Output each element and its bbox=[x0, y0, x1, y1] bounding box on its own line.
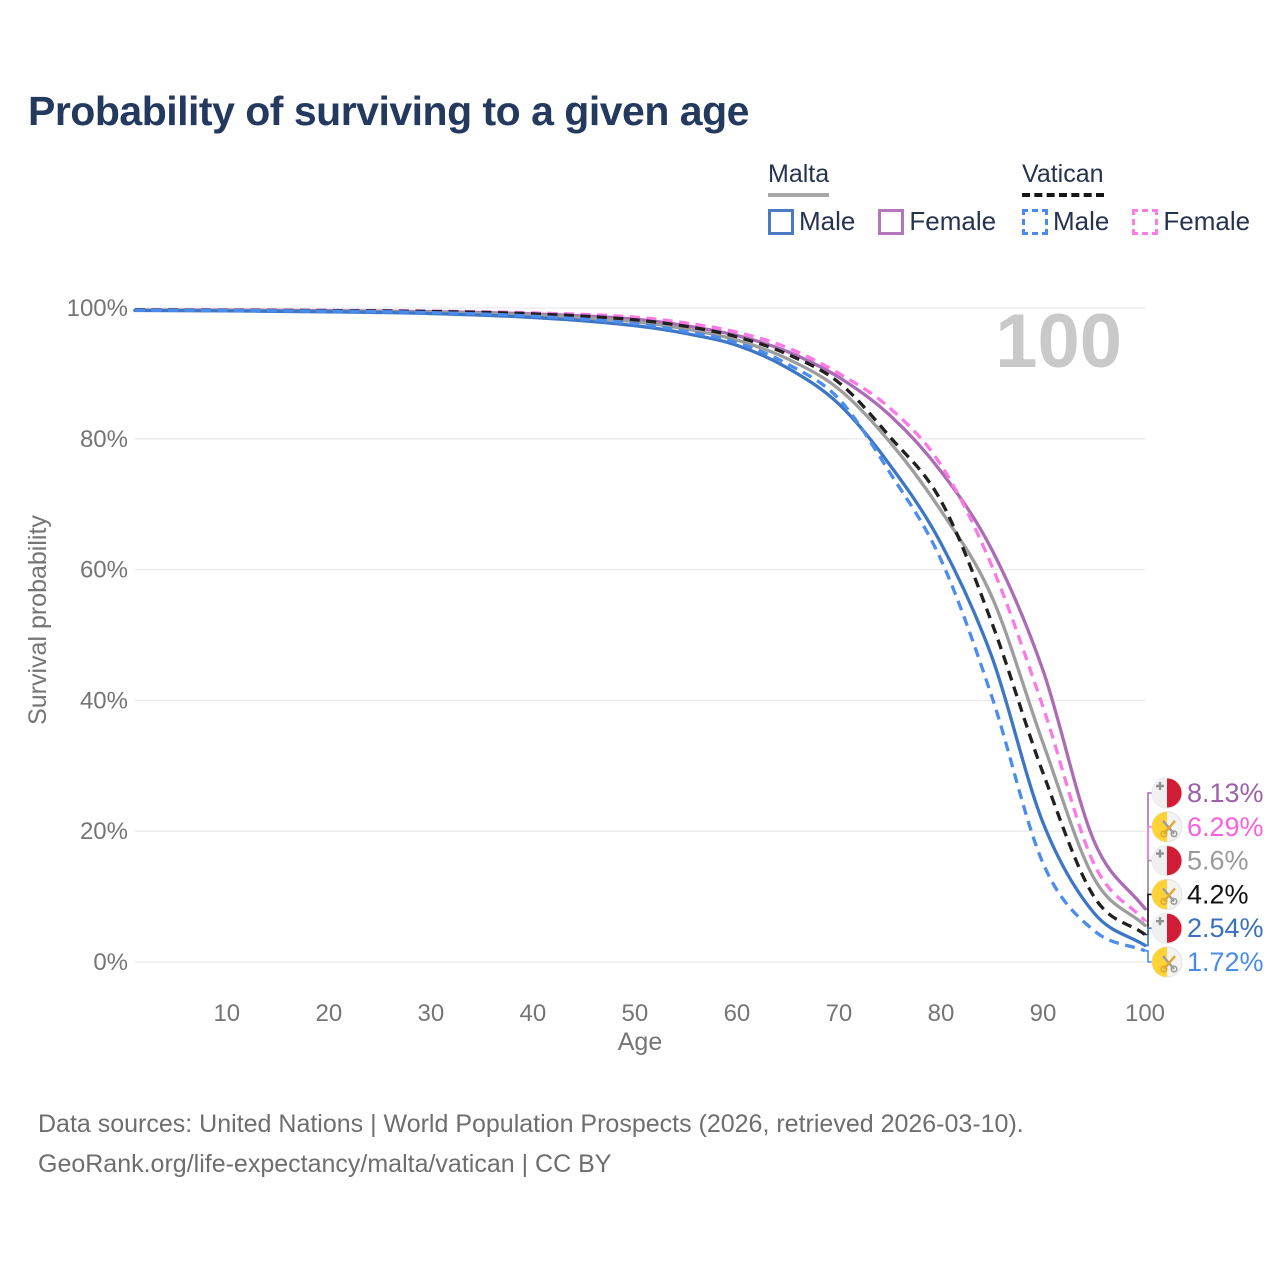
x-tick-label: 100 bbox=[1125, 1000, 1165, 1027]
source-line: Data sources: United Nations | World Pop… bbox=[38, 1110, 1024, 1138]
curve-malta-male[interactable] bbox=[133, 308, 1147, 948]
end-value-label-malta-all: 5.6% bbox=[1187, 846, 1249, 876]
y-tick-label: 80% bbox=[80, 426, 128, 453]
legend-group-title-malta: Malta bbox=[768, 160, 830, 197]
x-tick-label: 90 bbox=[1030, 1000, 1057, 1027]
end-value-label-vatican-all: 4.2% bbox=[1187, 879, 1249, 909]
x-tick-label: 60 bbox=[724, 1000, 751, 1027]
vatican-male-swatch-icon bbox=[1022, 208, 1048, 235]
y-tick-label: 60% bbox=[80, 557, 128, 584]
end-value-label-malta-female: 8.13% bbox=[1187, 778, 1264, 808]
x-tick-label: 10 bbox=[213, 1000, 240, 1027]
malta-male-swatch-icon bbox=[768, 208, 794, 235]
attribution-line: GeoRank.org/life-expectancy/malta/vatica… bbox=[38, 1150, 612, 1178]
page-title: Probability of surviving to a given age bbox=[28, 88, 749, 134]
legend-item-vatican-male[interactable]: Male bbox=[1022, 206, 1109, 237]
end-label-leader bbox=[1145, 950, 1152, 963]
y-tick-label: 40% bbox=[80, 687, 128, 714]
legend-group-title-vatican: Vatican bbox=[1022, 160, 1104, 197]
curve-malta-female[interactable] bbox=[133, 308, 1147, 911]
legend-item-label: Female bbox=[909, 206, 997, 236]
y-tick-label: 20% bbox=[80, 818, 128, 845]
end-label-leader bbox=[1145, 927, 1152, 947]
legend-group-vatican: Vatican Male Female bbox=[1022, 160, 1250, 237]
x-tick-label: 80 bbox=[928, 1000, 955, 1027]
end-value-label-vatican-male: 1.72% bbox=[1187, 947, 1264, 977]
x-tick-label: 40 bbox=[520, 1000, 547, 1027]
legend-item-label: Male bbox=[799, 206, 856, 236]
x-tick-label: 20 bbox=[315, 1000, 342, 1027]
end-label-leader bbox=[1145, 859, 1152, 927]
x-tick-label: 70 bbox=[826, 1000, 853, 1027]
y-tick-label: 0% bbox=[93, 949, 128, 976]
curve-vatican-male[interactable] bbox=[134, 308, 1146, 953]
malta-flag-icon bbox=[1151, 777, 1183, 809]
curve-malta-all[interactable] bbox=[133, 308, 1147, 928]
vatican-flag-icon bbox=[1151, 811, 1183, 843]
y-tick-label: 100% bbox=[67, 295, 128, 322]
vatican-flag-icon bbox=[1151, 946, 1183, 978]
x-tick-label: 30 bbox=[418, 1000, 445, 1027]
legend-item-vatican-female[interactable]: Female bbox=[1132, 206, 1250, 237]
age-100-watermark: 100 bbox=[995, 299, 1122, 384]
legend-item-malta-female[interactable]: Female bbox=[878, 206, 996, 237]
malta-flag-icon bbox=[1151, 912, 1183, 944]
legend-item-malta-male[interactable]: Male bbox=[768, 206, 855, 237]
y-axis-title: Survival probability bbox=[24, 515, 52, 725]
vatican-flag-icon bbox=[1151, 878, 1183, 910]
legend-group-malta: Malta Male Female bbox=[768, 160, 996, 237]
legend-item-label: Female bbox=[1163, 206, 1251, 236]
x-axis-title: Age bbox=[618, 1028, 662, 1056]
end-value-label-vatican-female: 6.29% bbox=[1187, 812, 1264, 842]
end-label-leader bbox=[1145, 893, 1152, 936]
data-source-note: Data sources: United Nations | World Pop… bbox=[38, 1104, 1238, 1184]
legend-item-label: Male bbox=[1053, 206, 1110, 236]
vatican-female-swatch-icon bbox=[1132, 208, 1159, 235]
malta-female-swatch-icon bbox=[878, 208, 905, 235]
curve-vatican-female[interactable] bbox=[134, 307, 1147, 923]
malta-flag-icon bbox=[1151, 845, 1183, 877]
legend: Malta Male Female Vatican Male bbox=[0, 0, 1280, 250]
x-tick-label: 50 bbox=[622, 1000, 649, 1027]
curve-vatican-all[interactable] bbox=[134, 308, 1146, 936]
end-value-label-malta-male: 2.54% bbox=[1187, 913, 1264, 943]
